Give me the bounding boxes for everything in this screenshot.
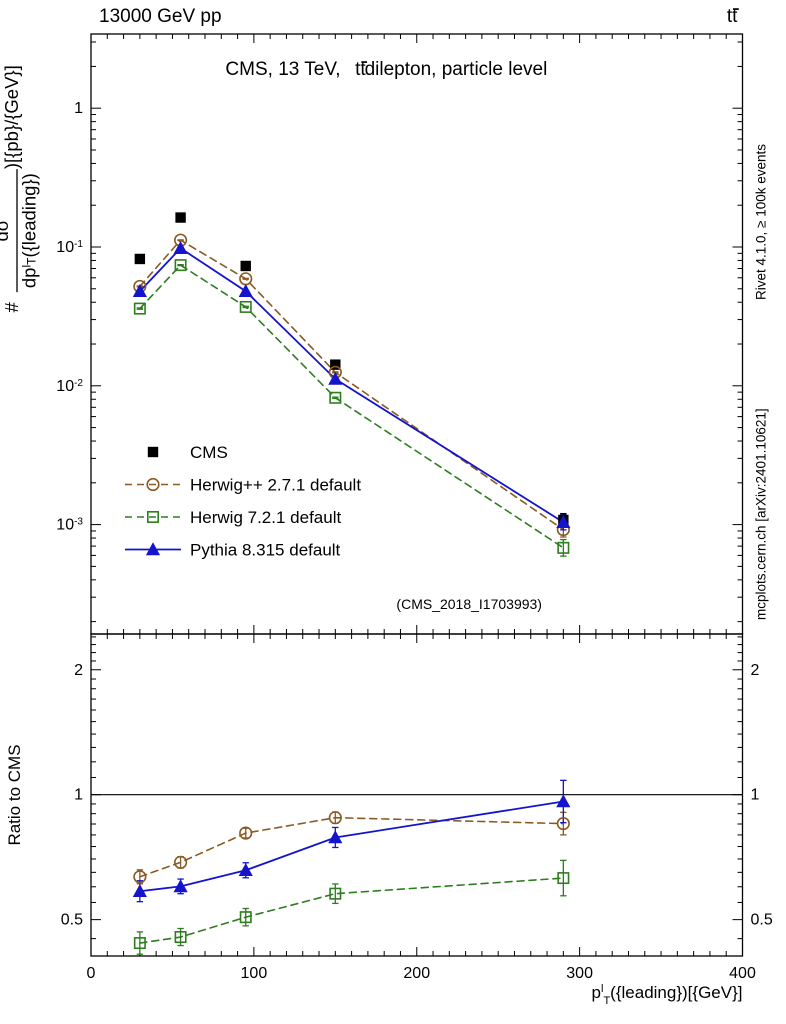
svg-text:400: 400	[729, 965, 756, 982]
svg-text:1: 1	[74, 100, 83, 117]
svg-text:0.5: 0.5	[61, 912, 83, 929]
svg-text:Herwig 7.2.1 default: Herwig 7.2.1 default	[190, 508, 341, 527]
svg-text:1: 1	[74, 787, 83, 804]
svg-text:CMS, 13 TeV,: CMS, 13 TeV,	[225, 59, 340, 80]
svg-text:1: 1	[751, 787, 760, 804]
svg-text:#: #	[1, 302, 22, 313]
svg-text:300: 300	[566, 965, 593, 982]
svg-text:Pythia 8.315 default: Pythia 8.315 default	[190, 541, 341, 560]
svg-text:plT({leading})[{GeV}]: plT({leading})[{GeV}]	[592, 983, 743, 1007]
svg-text:CMS: CMS	[190, 443, 228, 462]
svg-text:10-1: 10-1	[56, 239, 83, 257]
svg-text:10-2: 10-2	[56, 377, 83, 395]
svg-text:13000 GeV pp: 13000 GeV pp	[99, 6, 222, 27]
svg-text:(CMS_2018_I1703993): (CMS_2018_I1703993)	[396, 596, 542, 612]
svg-text:Ratio to CMS: Ratio to CMS	[5, 744, 24, 845]
svg-text:10-3: 10-3	[56, 516, 83, 534]
svg-text:)[{pb}/{GeV}]: )[{pb}/{GeV}]	[1, 65, 22, 169]
svg-text:0.5: 0.5	[751, 912, 773, 929]
svg-text:2: 2	[74, 662, 83, 679]
svg-text:2: 2	[751, 662, 760, 679]
svg-text:dσ: dσ	[0, 219, 12, 241]
svg-text:Rivet 4.1.0, ≥ 100k events: Rivet 4.1.0, ≥ 100k events	[754, 144, 769, 300]
svg-text:0: 0	[87, 965, 96, 982]
svg-text:dilepton, particle level: dilepton, particle level	[365, 59, 548, 80]
svg-text:Herwig++ 2.7.1 default: Herwig++ 2.7.1 default	[190, 476, 361, 495]
svg-text:100: 100	[241, 965, 268, 982]
svg-text:dplT({leading}): dplT({leading})	[19, 173, 40, 288]
svg-text:mcplots.cern.ch [arXiv:2401.10: mcplots.cern.ch [arXiv:2401.10621]	[754, 408, 769, 620]
svg-text:200: 200	[403, 965, 430, 982]
